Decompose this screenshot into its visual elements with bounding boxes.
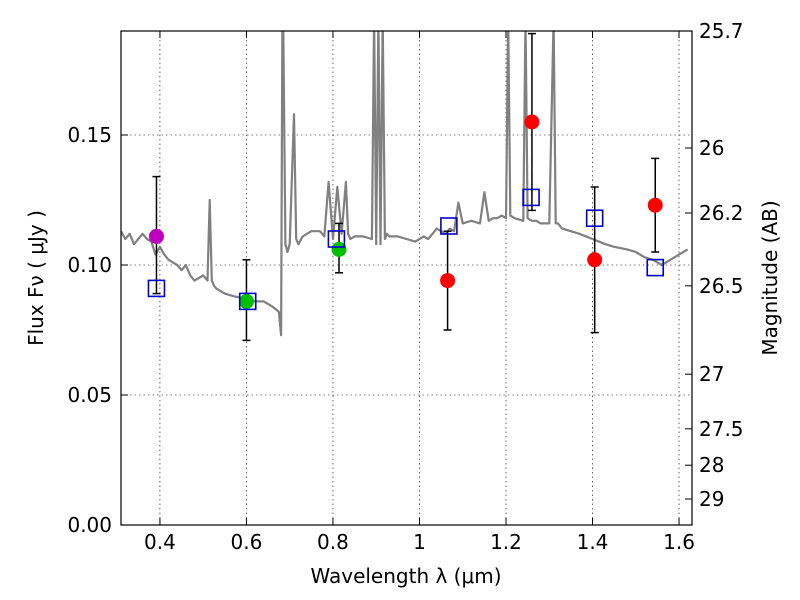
x-tick-label: 1.6 xyxy=(663,530,695,554)
mag-tick-label: 27.5 xyxy=(699,417,744,441)
mag-tick-label: 25.7 xyxy=(699,19,744,43)
tick-layer: 0.4 0.6 0.8 1 1.2 1.4 1.6 0.00 0.05 0.10 0.15 25.7 2… xyxy=(67,19,743,554)
mag-tick-label: 26.5 xyxy=(699,274,744,298)
mag-tick-label: 29 xyxy=(699,487,724,511)
x-tick-label: 0.4 xyxy=(144,530,176,554)
mag-tick-label: 28 xyxy=(699,453,724,477)
model-photometry-point xyxy=(147,279,166,298)
measured-green-point xyxy=(331,241,347,257)
x-axis-label: Wavelength λ (μm) xyxy=(310,564,501,588)
y-tick-label: 0.10 xyxy=(67,253,112,277)
x-tick-label: 0.8 xyxy=(317,530,349,554)
grid-lines xyxy=(121,31,692,525)
x-tick-label: 1.2 xyxy=(490,530,522,554)
model-photometry-point xyxy=(238,292,257,311)
measured-green-point xyxy=(238,293,254,309)
measured-red-point xyxy=(647,197,663,213)
x-tick-label: 0.6 xyxy=(231,530,263,554)
x-tick-label: 1 xyxy=(413,530,426,554)
plot-frame xyxy=(120,30,693,526)
y2-axis-label: Magnitude (AB) xyxy=(758,200,782,355)
spectrum-layer xyxy=(121,31,689,337)
model-photometry-point xyxy=(522,188,540,207)
model-sed-line xyxy=(121,31,689,337)
marker-layer xyxy=(147,32,665,342)
y-tick-label: 0.00 xyxy=(67,513,112,537)
mag-tick-label: 26.2 xyxy=(699,201,744,225)
measured-red-point xyxy=(440,273,456,289)
model-photometry-point xyxy=(440,217,458,235)
measured-red-point xyxy=(524,114,540,130)
model-photometry-point xyxy=(585,209,604,227)
measured-purple-point xyxy=(148,228,164,244)
y-tick-label: 0.05 xyxy=(67,383,112,407)
model-photometry-point xyxy=(646,258,665,277)
mag-tick-label: 26 xyxy=(699,136,724,160)
model-photometry-point xyxy=(327,230,346,248)
mag-tick-label: 27 xyxy=(699,362,724,386)
y-tick-label: 0.15 xyxy=(67,123,112,147)
measured-red-point xyxy=(587,252,603,268)
y-axis-label: Flux Fν ( μJy ) xyxy=(24,210,48,346)
x-tick-label: 1.4 xyxy=(577,530,609,554)
